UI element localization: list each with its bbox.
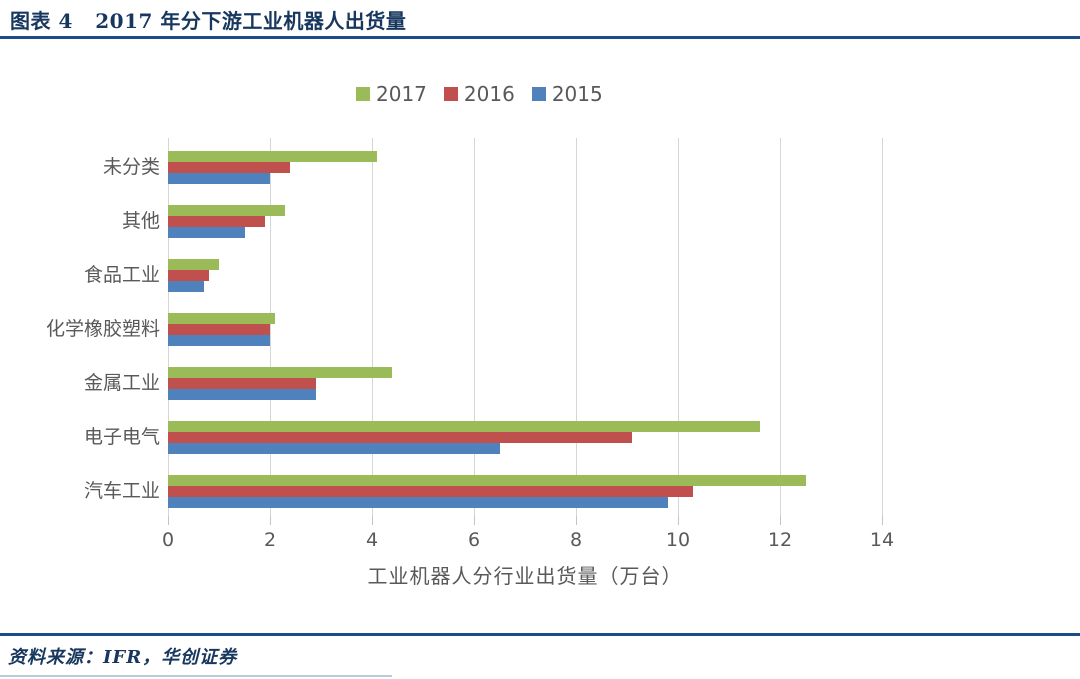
- bar-2015-食品工业: [168, 281, 204, 292]
- figure-title: 图表 4 2017 年分下游工业机器人出货量: [10, 9, 407, 33]
- category-label: 汽车工业: [83, 479, 160, 502]
- legend-swatch-icon: [443, 87, 458, 101]
- plot-area: [168, 138, 883, 525]
- category-label: 未分类: [102, 155, 160, 178]
- bar-2017-汽车工业: [168, 475, 806, 486]
- legend-label: 2015: [551, 82, 603, 106]
- x-tick-label: 4: [365, 529, 379, 551]
- category-label: 金属工业: [83, 371, 160, 394]
- gridline: [372, 138, 373, 516]
- legend-swatch-icon: [531, 87, 546, 101]
- bar-2015-未分类: [168, 173, 270, 184]
- bar-2017-化学橡胶塑料: [168, 313, 276, 324]
- gridline: [576, 138, 577, 516]
- bar-2015-电子电气: [168, 443, 500, 454]
- axis-tick: [474, 516, 475, 525]
- axis-tick: [882, 516, 883, 525]
- bar-2016-其他: [168, 216, 265, 227]
- bar-2016-电子电气: [168, 432, 633, 443]
- gridline: [882, 138, 883, 516]
- x-tick-label: 14: [869, 529, 895, 551]
- x-tick-label: 10: [665, 529, 691, 551]
- category-label: 食品工业: [83, 263, 160, 286]
- header-divider: [0, 36, 1080, 39]
- legend-item-2015: 2015: [531, 82, 603, 106]
- bar-2017-未分类: [168, 151, 378, 162]
- legend-item-2017: 2017: [356, 84, 427, 104]
- axis-tick: [780, 516, 781, 525]
- bar-2015-金属工业: [168, 389, 316, 400]
- category-label: 其他: [121, 209, 160, 232]
- bar-2016-金属工业: [168, 378, 316, 389]
- axis-tick: [270, 516, 271, 525]
- bar-2015-化学橡胶塑料: [168, 335, 270, 346]
- bar-2017-其他: [168, 205, 286, 216]
- legend-label: 2017: [376, 82, 427, 106]
- category-label: 电子电气: [83, 425, 160, 448]
- gridline: [678, 138, 679, 516]
- chart-legend: 2017 2016 2015: [356, 84, 603, 104]
- bar-2016-未分类: [168, 162, 291, 173]
- bar-2016-食品工业: [168, 270, 209, 281]
- x-tick-label: 6: [467, 529, 481, 551]
- legend-swatch-icon: [356, 87, 370, 101]
- axis-tick: [678, 516, 679, 525]
- category-label: 化学橡胶塑料: [45, 317, 160, 340]
- bar-2015-其他: [168, 227, 245, 238]
- bar-2016-化学橡胶塑料: [168, 324, 270, 335]
- gridline: [780, 138, 781, 516]
- legend-label: 2016: [463, 82, 515, 106]
- bar-2016-汽车工业: [168, 486, 694, 497]
- bar-2017-食品工业: [168, 259, 219, 270]
- gridline: [474, 138, 475, 516]
- footer-divider: [0, 633, 1080, 636]
- bar-2017-电子电气: [168, 421, 760, 432]
- source-note: 资料来源：IFR，华创证券: [8, 647, 238, 668]
- gridline: [270, 138, 271, 516]
- axis-tick: [576, 516, 577, 525]
- x-tick-label: 8: [569, 529, 583, 551]
- axis-tick: [168, 516, 169, 525]
- axis-tick: [372, 516, 373, 525]
- bar-2015-汽车工业: [168, 497, 668, 508]
- legend-item-2016: 2016: [443, 82, 515, 106]
- bar-2017-金属工业: [168, 367, 393, 378]
- x-axis-title: 工业机器人分行业出货量（万台）: [367, 564, 683, 588]
- x-tick-label: 2: [263, 529, 277, 551]
- partial-rule-fragment: [0, 675, 392, 677]
- x-tick-label: 0: [161, 529, 175, 551]
- x-tick-label: 12: [767, 529, 793, 551]
